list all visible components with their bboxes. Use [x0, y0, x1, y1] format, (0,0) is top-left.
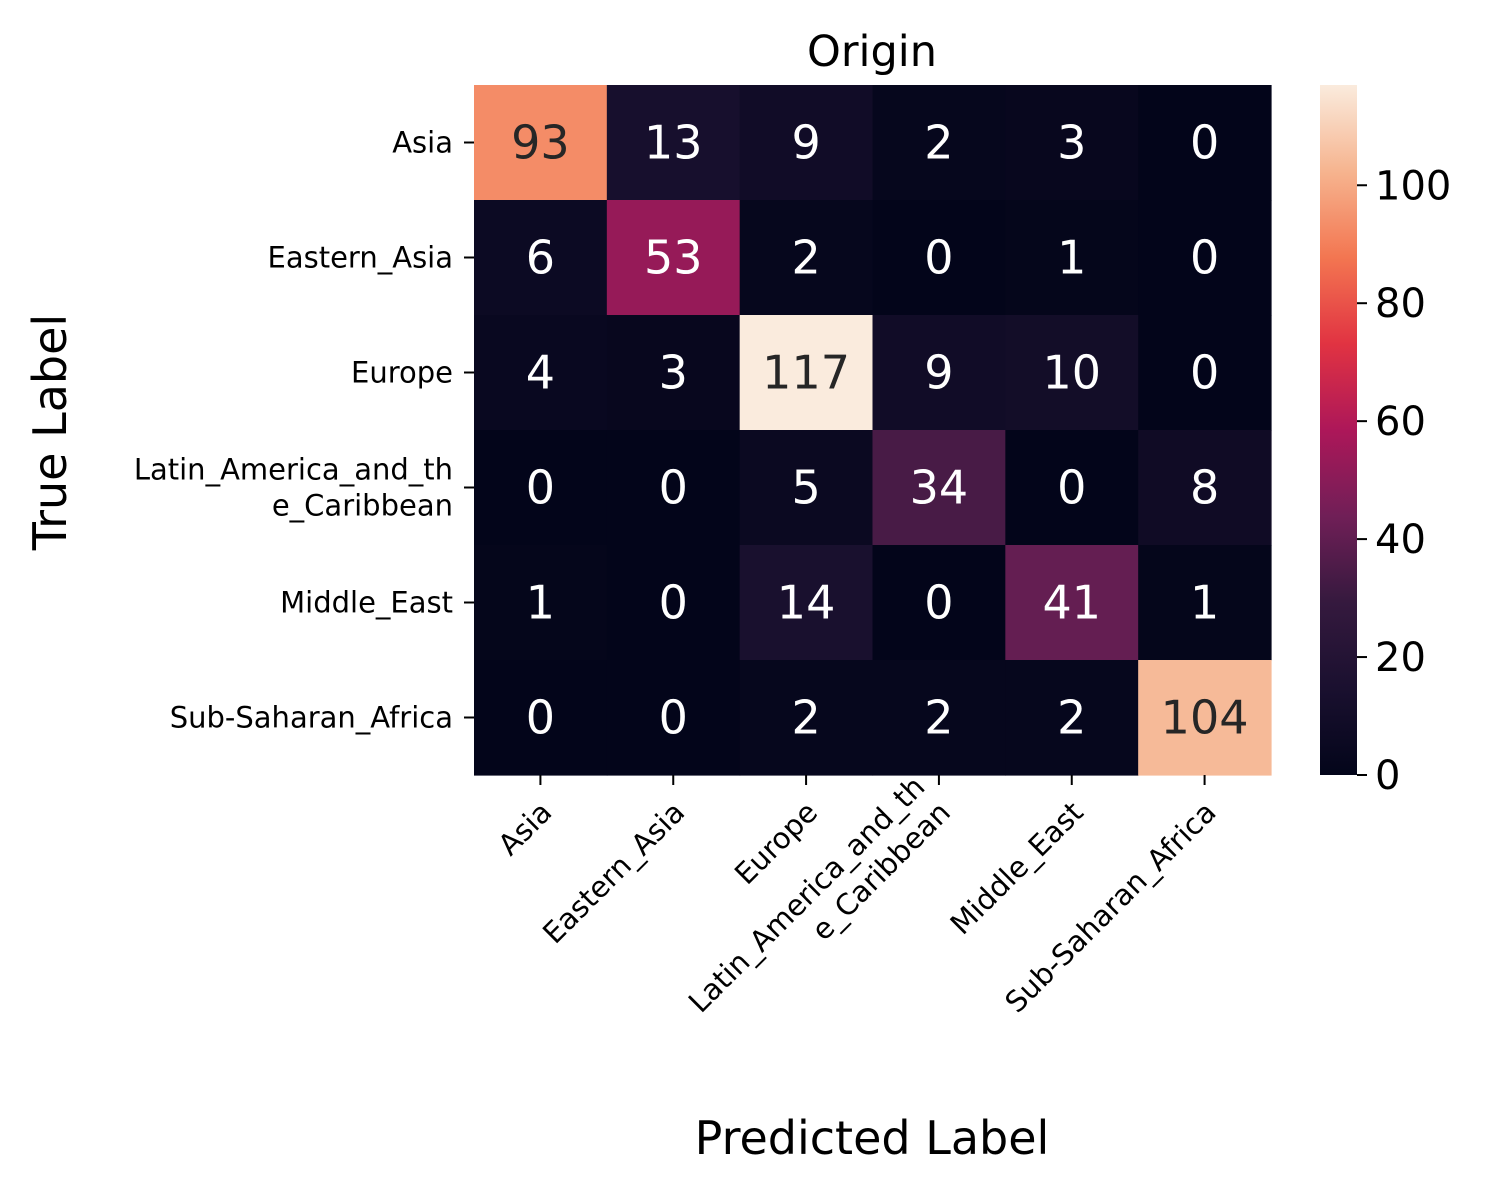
cell-value-label: 8: [1190, 461, 1219, 515]
cell-value-label: 9: [924, 346, 953, 400]
cell-value-label: 0: [1057, 461, 1086, 515]
colorbar: [1320, 85, 1357, 775]
cell-value-label: 2: [924, 116, 953, 170]
heatmap-cell: [1005, 430, 1139, 546]
cell-value-label: 2: [791, 231, 820, 285]
cell-value-label: 0: [1190, 231, 1219, 285]
heatmap-cell: [872, 85, 1006, 201]
cell-value-label: 41: [1042, 576, 1101, 630]
cell-value-label: 117: [762, 346, 850, 400]
cell-value-label: 0: [924, 231, 953, 285]
heatmap-cell: [739, 200, 874, 316]
colorbar-tick-label: 80: [1375, 281, 1426, 327]
y-tick-label: Middle_East: [280, 586, 453, 620]
heatmap-cell: [739, 545, 874, 661]
heatmap-cell: [606, 430, 741, 546]
heatmap-cell: [872, 660, 1006, 776]
heatmap-cell: [474, 660, 608, 776]
cell-value-label: 3: [659, 346, 688, 400]
cell-value-label: 0: [1190, 116, 1219, 170]
heatmap-cell: [872, 545, 1006, 661]
heatmap-cell: [474, 315, 608, 431]
heatmap-cell: [1005, 315, 1139, 431]
cell-value-label: 9: [791, 116, 820, 170]
cell-value-label: 0: [659, 461, 688, 515]
heatmap-cell: [1138, 85, 1272, 201]
cell-value-label: 53: [644, 231, 703, 285]
cell-value-label: 0: [526, 691, 555, 745]
cell-value-label: 2: [1057, 691, 1086, 745]
heatmap-cell: [606, 200, 741, 316]
heatmap-cells: [474, 85, 1272, 776]
heatmap-cell: [872, 315, 1006, 431]
heatmap-cell: [872, 200, 1006, 316]
chart-title: Origin: [807, 27, 937, 77]
heatmap-cell: [872, 430, 1006, 546]
cell-value-label: 1: [1057, 231, 1086, 285]
heatmap-cell: [1005, 660, 1139, 776]
x-tick-label: Asia: [491, 795, 558, 862]
colorbar-tick-label: 20: [1375, 635, 1426, 681]
cell-value-label: 5: [791, 461, 820, 515]
y-tick-label: Sub-Saharan_Africa: [170, 701, 453, 735]
heatmap-cell: [474, 200, 608, 316]
cell-value-label: 13: [644, 116, 703, 170]
cell-value-label: 2: [791, 691, 820, 745]
colorbar-tick-label: 40: [1375, 517, 1426, 563]
cell-value-label: 104: [1161, 691, 1249, 745]
heatmap-cell-labels: 93 13 9 2 3 06 53 2 0 1 04 3 117 9 10 00 0 5 34 0 81 0 14 0 41 10…: [511, 116, 1248, 745]
heatmap-cell: [1138, 315, 1272, 431]
cell-value-label: 1: [526, 576, 555, 630]
cell-value-label: 10: [1042, 346, 1101, 400]
heatmap-cell: [1005, 85, 1139, 201]
heatmap-cell: [606, 545, 741, 661]
heatmap-cell: [1138, 430, 1272, 546]
y-tick-label: Europe: [351, 356, 453, 390]
heatmap-cell: [739, 430, 874, 546]
x-tick-label: Middle_East: [943, 795, 1089, 941]
heatmap-cell: [1138, 200, 1272, 316]
heatmap-cell: [1005, 545, 1139, 661]
cell-value-label: 0: [659, 576, 688, 630]
cell-value-label: 34: [910, 461, 969, 515]
cell-value-label: 3: [1057, 116, 1086, 170]
cell-value-label: 0: [924, 576, 953, 630]
cell-value-label: 0: [1190, 346, 1219, 400]
cell-value-label: 14: [777, 576, 836, 630]
heatmap-cell: [739, 315, 874, 431]
cell-value-label: 93: [511, 116, 570, 170]
colorbar-tick-label: 60: [1375, 399, 1426, 445]
y-tick-label: Asia: [392, 126, 453, 160]
cell-value-label: 4: [526, 346, 555, 400]
colorbar-tick-label: 0: [1375, 753, 1400, 799]
y-tick-label: Latin_America_and_th e_Caribbean: [134, 453, 453, 523]
colorbar-tick-label: 100: [1375, 163, 1451, 209]
cell-value-label: 0: [659, 691, 688, 745]
heatmap-cell: [606, 660, 741, 776]
heatmap-cell: [606, 315, 741, 431]
heatmap-cell: [606, 85, 741, 201]
heatmap-cell: [474, 430, 608, 546]
x-axis-title: Predicted Label: [695, 1111, 1050, 1165]
heatmap-cell: [739, 85, 874, 201]
cell-value-label: 0: [526, 461, 555, 515]
heatmap-cell: [474, 545, 608, 661]
y-tick-label: Eastern_Asia: [268, 241, 453, 275]
y-axis-title: True Label: [23, 314, 77, 551]
heatmap-cell: [1005, 200, 1139, 316]
x-tick-label: Eastern_Asia: [536, 795, 691, 950]
cell-value-label: 1: [1190, 576, 1219, 630]
heatmap-cell: [1138, 545, 1272, 661]
cell-value-label: 2: [924, 691, 953, 745]
x-tick-label: Latin_America_and_the_Caribbean: [682, 770, 957, 1045]
heatmap-cell: [474, 85, 608, 201]
heatmap-cell: [739, 660, 874, 776]
cell-value-label: 6: [526, 231, 555, 285]
y-axis-ticks: Asia Eastern_Asia Europe Latin_America_and_…: [134, 126, 474, 735]
heatmap-cell: [1138, 660, 1272, 776]
colorbar-ticks: 0 20 40 60 80 100: [1357, 163, 1451, 799]
